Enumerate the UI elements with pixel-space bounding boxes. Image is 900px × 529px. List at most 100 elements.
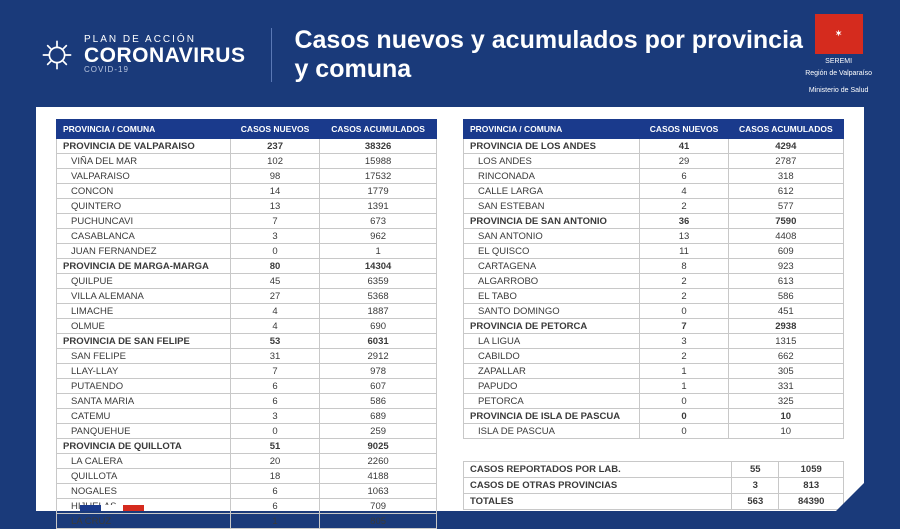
table-cell: 38326 <box>320 139 437 154</box>
seremi-bottom: Ministerio de Salud <box>809 87 869 95</box>
table-row: ALGARROBO2613 <box>464 274 844 289</box>
table-cell: 1 <box>230 514 319 529</box>
table-cell: 1 <box>640 364 728 379</box>
table-cell: CARTAGENA <box>464 259 640 274</box>
table-cell: 1779 <box>320 184 437 199</box>
table-cell: LOS ANDES <box>464 154 640 169</box>
table-cell: 0 <box>640 409 728 424</box>
corner-fold-icon <box>836 483 864 511</box>
table-cell: 7 <box>230 214 319 229</box>
table-row: PROVINCIA DE SAN FELIPE536031 <box>57 334 437 349</box>
table-row: QUILLOTA184188 <box>57 469 437 484</box>
table-cell: EL QUISCO <box>464 244 640 259</box>
table-row: CONCON141779 <box>57 184 437 199</box>
th-nuevos: CASOS NUEVOS <box>230 120 319 139</box>
table-cell: 563 <box>732 494 779 510</box>
table-cell: 14304 <box>320 259 437 274</box>
table-row: LLAY-LLAY7978 <box>57 364 437 379</box>
table-cell: 2 <box>640 274 728 289</box>
table-cell: 29 <box>640 154 728 169</box>
table-row: OLMUE4690 <box>57 319 437 334</box>
table-cell: 7 <box>230 364 319 379</box>
table-cell: 10 <box>728 424 843 439</box>
table-row: PUTAENDO6607 <box>57 379 437 394</box>
table-cell: 4 <box>640 184 728 199</box>
table-cell: 5368 <box>320 289 437 304</box>
table-cell: 6 <box>640 169 728 184</box>
table-cell: 586 <box>320 394 437 409</box>
table-row: PAPUDO1331 <box>464 379 844 394</box>
table-cell: PUCHUNCAVI <box>57 214 231 229</box>
table-cell: 31 <box>230 349 319 364</box>
virus-icon <box>40 38 74 72</box>
th-nuevos: CASOS NUEVOS <box>640 120 728 139</box>
table-cell: 690 <box>320 319 437 334</box>
table-cell: ZAPALLAR <box>464 364 640 379</box>
page-title: Casos nuevos y acumulados por provincia … <box>294 26 805 84</box>
seremi-top: SEREMI <box>825 58 852 66</box>
table-cell: 4294 <box>728 139 843 154</box>
seremi-mid: Región de Valparaíso <box>805 70 872 78</box>
table-cell: 1315 <box>728 334 843 349</box>
table-cell: 577 <box>728 199 843 214</box>
table-cell: PROVINCIA DE LOS ANDES <box>464 139 640 154</box>
table-cell: 1 <box>320 244 437 259</box>
table-cell: CASABLANCA <box>57 229 231 244</box>
table-cell: 613 <box>728 274 843 289</box>
table-cell: 7590 <box>728 214 843 229</box>
table-row: PROVINCIA DE VALPARAISO23738326 <box>57 139 437 154</box>
summary-block: CASOS REPORTADOS POR LAB.551059CASOS DE … <box>463 461 844 510</box>
table-cell: CATEMU <box>57 409 231 424</box>
table-cell: PROVINCIA DE QUILLOTA <box>57 439 231 454</box>
table-cell: LA CRUZ <box>57 514 231 529</box>
table-cell: 0 <box>230 244 319 259</box>
table-cell: 8 <box>640 259 728 274</box>
table-cell: 4188 <box>320 469 437 484</box>
table-cell: 0 <box>640 424 728 439</box>
th-acum: CASOS ACUMULADOS <box>320 120 437 139</box>
table-cell: LA CALERA <box>57 454 231 469</box>
table-cell: PROVINCIA DE PETORCA <box>464 319 640 334</box>
table-cell: 14 <box>230 184 319 199</box>
table-cell: 45 <box>230 274 319 289</box>
table-row: PUCHUNCAVI7673 <box>57 214 437 229</box>
table-cell: 331 <box>728 379 843 394</box>
table-cell: EL TABO <box>464 289 640 304</box>
table-cell: 6359 <box>320 274 437 289</box>
table-cell: 6 <box>230 394 319 409</box>
table-row: EL QUISCO11609 <box>464 244 844 259</box>
table-cell: 612 <box>728 184 843 199</box>
table-cell: 53 <box>230 334 319 349</box>
table-row: PROVINCIA DE SAN ANTONIO367590 <box>464 214 844 229</box>
table-cell: 3 <box>732 478 779 494</box>
table-cell: 13 <box>640 229 728 244</box>
summary-table: CASOS REPORTADOS POR LAB.551059CASOS DE … <box>463 461 844 510</box>
table-cell: CASOS DE OTRAS PROVINCIAS <box>464 478 732 494</box>
table-cell: 84390 <box>779 494 844 510</box>
table-row: PANQUEHUE0259 <box>57 424 437 439</box>
table-cell: SANTA MARIA <box>57 394 231 409</box>
table-row: PROVINCIA DE QUILLOTA519025 <box>57 439 437 454</box>
right-table: PROVINCIA / COMUNA CASOS NUEVOS CASOS AC… <box>463 119 844 439</box>
table-row: EL TABO2586 <box>464 289 844 304</box>
th-provincia: PROVINCIA / COMUNA <box>464 120 640 139</box>
table-cell: SAN ESTEBAN <box>464 199 640 214</box>
table-cell: PANQUEHUE <box>57 424 231 439</box>
table-cell: 2 <box>640 349 728 364</box>
table-cell: 673 <box>320 214 437 229</box>
table-row: SAN ESTEBAN2577 <box>464 199 844 214</box>
table-row: SAN FELIPE312912 <box>57 349 437 364</box>
table-cell: LLAY-LLAY <box>57 364 231 379</box>
table-cell: PUTAENDO <box>57 379 231 394</box>
table-cell: 662 <box>728 349 843 364</box>
table-row: SAN ANTONIO134408 <box>464 229 844 244</box>
table-cell: ALGARROBO <box>464 274 640 289</box>
table-cell: 10 <box>728 409 843 424</box>
table-row: RINCONADA6318 <box>464 169 844 184</box>
table-cell: 51 <box>230 439 319 454</box>
table-cell: 813 <box>779 478 844 494</box>
table-row: CABILDO2662 <box>464 349 844 364</box>
table-cell: 1 <box>640 379 728 394</box>
header: PLAN DE ACCIÓN CORONAVIRUS COVID-19 Caso… <box>0 0 900 107</box>
table-cell: 923 <box>728 259 843 274</box>
